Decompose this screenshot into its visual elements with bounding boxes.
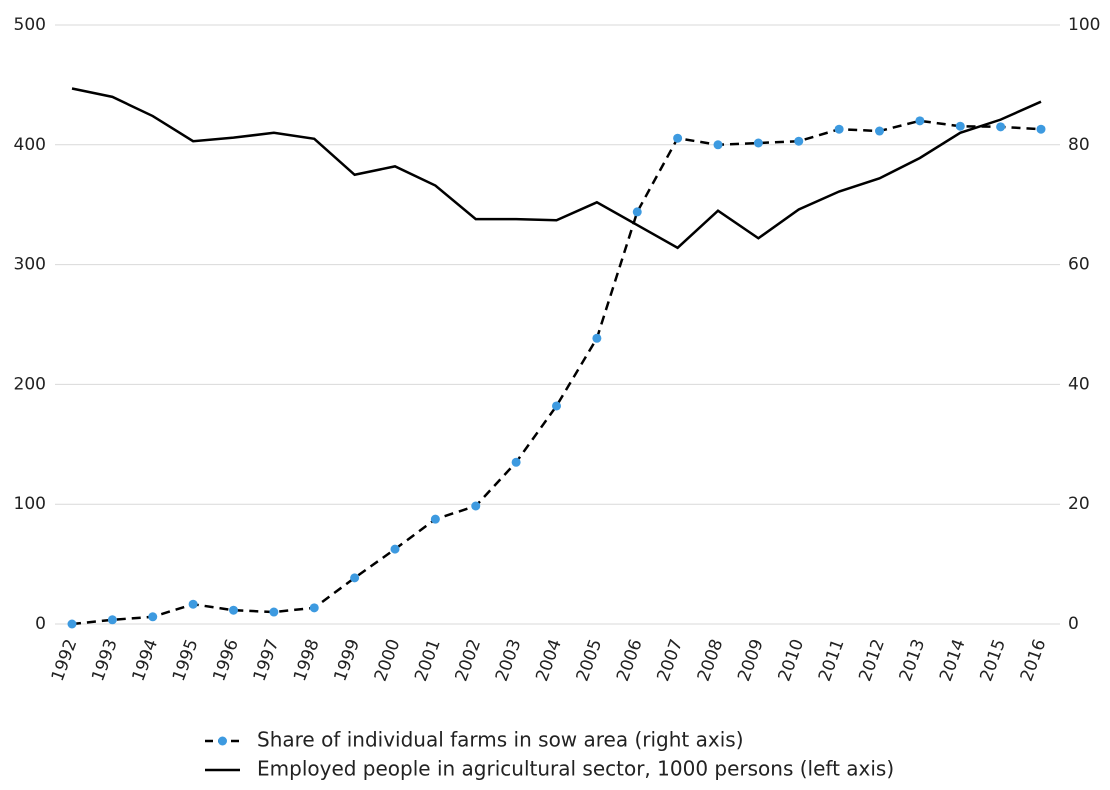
x-tick-label: 2012: [855, 637, 889, 684]
point-marker: [794, 136, 804, 146]
point-marker: [430, 514, 440, 524]
y-tick-label: 200: [14, 374, 46, 394]
x-tick-label: 2013: [896, 637, 930, 684]
y-tick-label: 400: [14, 135, 46, 155]
y-tick-label: 100: [14, 494, 46, 514]
point-marker: [592, 333, 602, 343]
legend-item: Share of individual farms in sow area (r…: [205, 728, 744, 752]
y2-tick-label: 80: [1068, 135, 1090, 155]
x-tick-label: 1996: [209, 637, 243, 684]
point-marker: [471, 501, 481, 511]
point-marker: [875, 126, 884, 136]
x-tick-label: 1993: [88, 637, 122, 684]
x-tick-label: 2001: [411, 637, 445, 684]
point-marker: [511, 457, 521, 467]
point-marker: [632, 207, 642, 217]
x-tick-label: 2005: [573, 637, 607, 684]
y2-tick-label: 0: [1068, 614, 1079, 634]
y2-tick-label: 60: [1068, 255, 1090, 275]
legend-item: Employed people in agricultural sector, …: [205, 757, 894, 781]
x-tick-label: 1994: [129, 637, 163, 684]
x-tick-label: 2015: [976, 637, 1010, 684]
y2-tick-label: 40: [1068, 374, 1090, 394]
legend-label: Employed people in agricultural sector, …: [257, 757, 894, 781]
point-marker: [188, 599, 198, 609]
x-tick-label: 1995: [169, 637, 203, 684]
x-tick-label: 2004: [532, 637, 566, 684]
point-marker: [350, 573, 360, 583]
point-marker: [552, 401, 561, 411]
legend-label: Share of individual farms in sow area (r…: [257, 728, 744, 752]
y-tick-label: 500: [14, 15, 46, 35]
x-tick-label: 1999: [330, 637, 364, 684]
series-line: [71, 87, 1042, 250]
point-marker: [996, 122, 1006, 132]
point-marker: [67, 619, 77, 629]
x-tick-label: 2006: [613, 637, 647, 684]
y2-tick-label: 20: [1068, 494, 1090, 514]
point-marker: [309, 603, 319, 613]
x-tick-label: 2008: [694, 637, 728, 684]
legend-marker: [218, 736, 227, 746]
point-marker: [1036, 124, 1046, 134]
x-tick-label: 2000: [371, 637, 405, 684]
y-tick-label: 300: [14, 255, 46, 275]
x-tick-label: 2010: [775, 637, 809, 684]
x-tick-label: 1998: [290, 637, 324, 684]
point-marker: [753, 138, 763, 148]
x-tick-label: 2003: [492, 637, 526, 684]
point-marker: [390, 544, 400, 554]
x-tick-label: 1997: [250, 637, 284, 684]
point-marker: [673, 133, 683, 143]
x-tick-label: 1992: [48, 637, 82, 684]
point-marker: [955, 121, 965, 131]
point-marker: [269, 607, 279, 617]
y2-tick-label: 100: [1068, 15, 1100, 35]
point-marker: [107, 615, 117, 625]
x-tick-label: 2014: [936, 637, 970, 684]
point-marker: [229, 605, 238, 615]
series-line: [71, 119, 1042, 626]
point-marker: [713, 140, 723, 150]
point-marker: [834, 124, 844, 134]
x-tick-label: 2007: [653, 637, 687, 684]
y-tick-label: 0: [35, 614, 46, 634]
x-tick-label: 2002: [452, 637, 486, 684]
point-marker: [915, 116, 925, 126]
x-tick-label: 2016: [1017, 637, 1051, 684]
point-marker: [148, 612, 158, 622]
x-tick-label: 2009: [734, 637, 768, 684]
x-tick-label: 2011: [815, 637, 849, 684]
